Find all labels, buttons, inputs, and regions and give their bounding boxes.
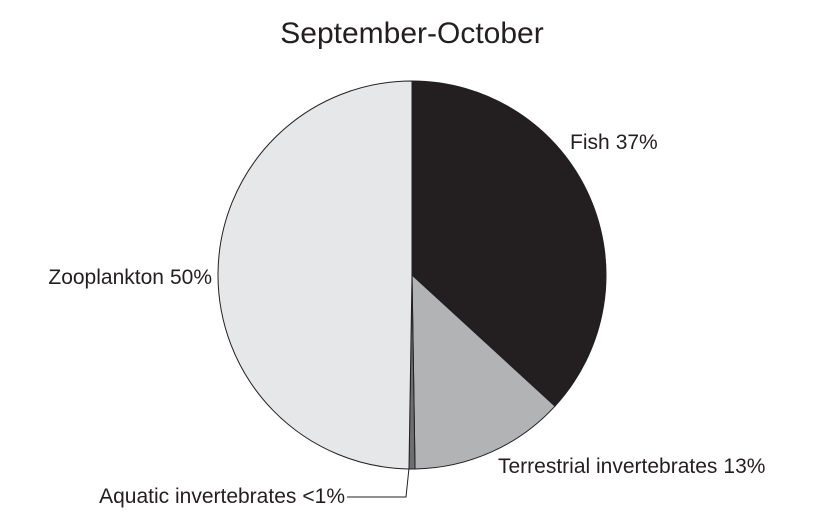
chart-title: September-October — [280, 17, 543, 50]
value-label: 37% — [616, 131, 658, 154]
value-label: 50% — [170, 266, 212, 289]
slice-label: Terrestrial invertebrates 13% — [498, 455, 765, 478]
category-name: Zooplankton — [48, 266, 164, 289]
category-name: Aquatic invertebrates — [99, 485, 296, 508]
value-label: <1% — [302, 485, 345, 508]
pie-slice — [411, 80, 607, 407]
category-name: Terrestrial invertebrates — [498, 455, 717, 478]
value-label: 13% — [723, 455, 765, 478]
pie-slice — [411, 273, 556, 470]
leader-line — [347, 467, 410, 498]
pie-slice — [217, 80, 413, 470]
slice-label: Zooplankton 50% — [48, 266, 212, 289]
slice-label: Aquatic invertebrates <1% — [99, 485, 345, 508]
category-name: Fish — [570, 131, 610, 154]
slice-label: Fish 37% — [570, 131, 658, 154]
